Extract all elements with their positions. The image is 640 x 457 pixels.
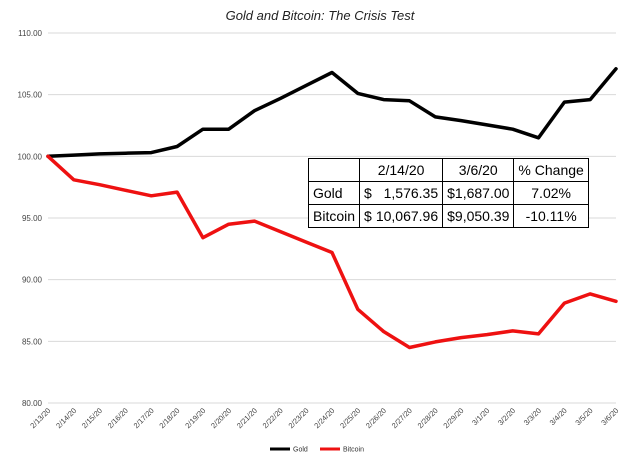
table-header-corner [307,158,361,182]
x-tick-label: 2/29/20 [441,406,465,430]
legend: Gold Bitcoin [270,447,364,454]
y-axis-ticks: 80.00 85.00 90.00 95.00 100.00 105.00 110.00 [18,29,43,408]
y-tick-label: 100.00 [18,152,43,161]
chart-title: Gold and Bitcoin: The Crisis Test [226,8,416,23]
table-header-start-date: 2/14/20 [359,158,444,182]
y-tick-label: 110.00 [18,29,42,38]
x-tick-label: 3/6/20 [599,406,620,427]
table-cell-end: $1,687.00 [442,181,515,205]
currency-symbol: $ [364,208,372,224]
legend-label-bitcoin: Bitcoin [343,447,364,454]
table-header-percent-change: % Change [513,158,589,182]
x-tick-label: 3/2/20 [496,406,517,427]
y-tick-label: 105.00 [18,91,43,100]
legend-label-gold: Gold [293,447,308,454]
price-comparison-table: 2/14/20 3/6/20 % Change Gold $1,576.35 $… [307,158,589,228]
table-row: Gold $1,576.35 $1,687.00 7.02% [307,181,589,205]
x-tick-label: 2/20/20 [209,406,233,430]
y-tick-label: 80.00 [22,399,43,408]
start-value: 1,576.35 [383,185,439,201]
series-line-gold [46,67,618,159]
y-tick-label: 90.00 [22,276,43,285]
y-tick-label: 85.00 [22,337,43,346]
x-tick-label: 2/14/20 [54,406,78,430]
table-cell-change: 7.02% [513,181,589,205]
x-tick-label: 2/15/20 [80,406,104,430]
table-row-label: Gold [307,181,361,205]
series-line-bitcoin [46,154,618,350]
x-tick-label: 2/13/20 [28,406,52,430]
table-row: Bitcoin $10,067.96 $9,050.39 -10.11% [307,204,589,228]
x-tick-label: 3/4/20 [548,406,569,427]
table-header-end-date: 3/6/20 [442,158,515,182]
x-tick-label: 2/26/20 [364,406,388,430]
x-tick-label: 2/27/20 [390,406,414,430]
table-row-label: Bitcoin [307,204,361,228]
x-tick-label: 2/21/20 [235,406,259,430]
series-lines [46,67,618,350]
table-header-row: 2/14/20 3/6/20 % Change [307,158,589,182]
currency-symbol: $ [364,185,372,201]
start-value: 10,067.96 [375,208,439,224]
x-tick-label: 3/5/20 [573,406,594,427]
x-tick-label: 2/24/20 [312,406,336,430]
x-tick-label: 2/28/20 [416,406,440,430]
table-cell-start: $10,067.96 [359,204,444,228]
x-axis-ticks: 2/13/20 2/14/20 2/15/20 2/16/20 2/17/20 2/18/… [28,406,620,430]
x-tick-label: 2/19/20 [183,406,207,430]
y-tick-label: 95.00 [22,214,43,223]
x-tick-label: 2/17/20 [132,406,156,430]
x-tick-label: 2/23/20 [287,406,311,430]
x-tick-label: 2/22/20 [261,406,285,430]
x-tick-label: 2/18/20 [157,406,181,430]
x-tick-label: 3/3/20 [522,406,543,427]
table-cell-change: -10.11% [513,204,589,228]
table-cell-start: $1,576.35 [359,181,444,205]
x-tick-label: 3/1/20 [470,406,491,427]
gridlines [48,32,616,404]
x-tick-label: 2/25/20 [338,406,362,430]
table-cell-end: $9,050.39 [442,204,515,228]
x-tick-label: 2/16/20 [106,406,130,430]
